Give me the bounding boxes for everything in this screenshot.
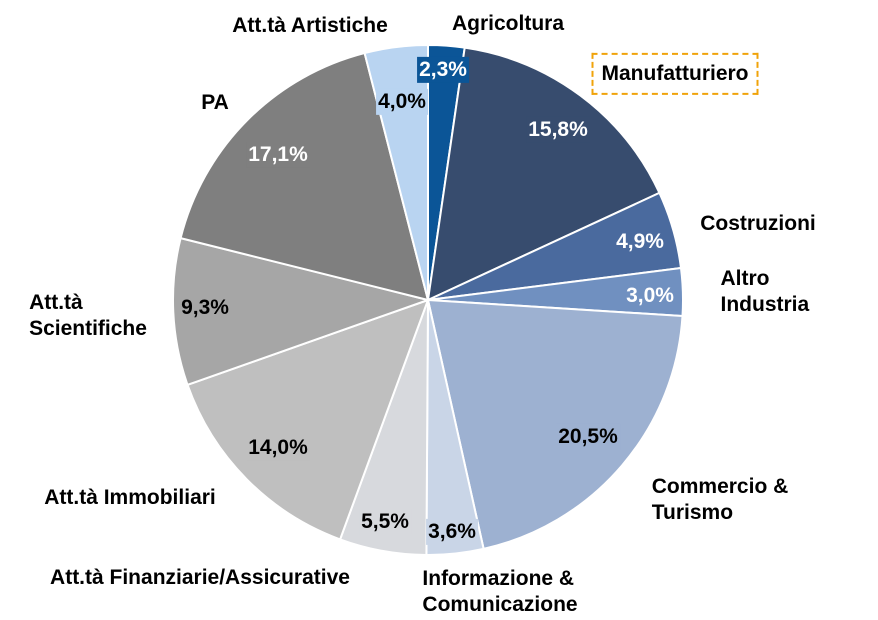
value-label: 2,3% bbox=[417, 56, 469, 84]
category-label: Att.tà Immobiliari bbox=[44, 485, 216, 509]
category-label: Commercio & Turismo bbox=[651, 474, 789, 524]
pie-slice bbox=[426, 46, 661, 302]
category-label: Informazione & Comunicazione bbox=[422, 566, 578, 616]
pie-slice bbox=[186, 298, 430, 541]
value-label: 17,1% bbox=[246, 141, 310, 169]
value-label: 9,3% bbox=[179, 294, 231, 322]
category-label: Agricoltura bbox=[451, 11, 565, 35]
value-label: 3,0% bbox=[624, 282, 676, 310]
value-label: 3,6% bbox=[426, 518, 478, 546]
category-label: Manufatturiero bbox=[591, 52, 759, 96]
category-label: Att.tà Artistiche bbox=[232, 13, 388, 37]
value-label: 5,5% bbox=[359, 508, 411, 536]
category-label: Att.tà Finanziarie/Assicurative bbox=[50, 565, 350, 589]
value-label: 15,8% bbox=[526, 116, 590, 144]
value-label: 20,5% bbox=[556, 423, 620, 451]
value-label: 4,0% bbox=[376, 88, 428, 116]
value-label: 14,0% bbox=[246, 434, 310, 462]
category-label: PA bbox=[201, 90, 229, 114]
pie-slice bbox=[172, 236, 432, 387]
category-label: Costruzioni bbox=[700, 211, 816, 235]
category-label: Att.tà Scientifiche bbox=[29, 290, 147, 340]
value-label: 4,9% bbox=[614, 228, 666, 256]
category-label: Altro Industria bbox=[720, 266, 810, 316]
pie-slice bbox=[426, 298, 684, 551]
pie-slice bbox=[179, 51, 430, 302]
